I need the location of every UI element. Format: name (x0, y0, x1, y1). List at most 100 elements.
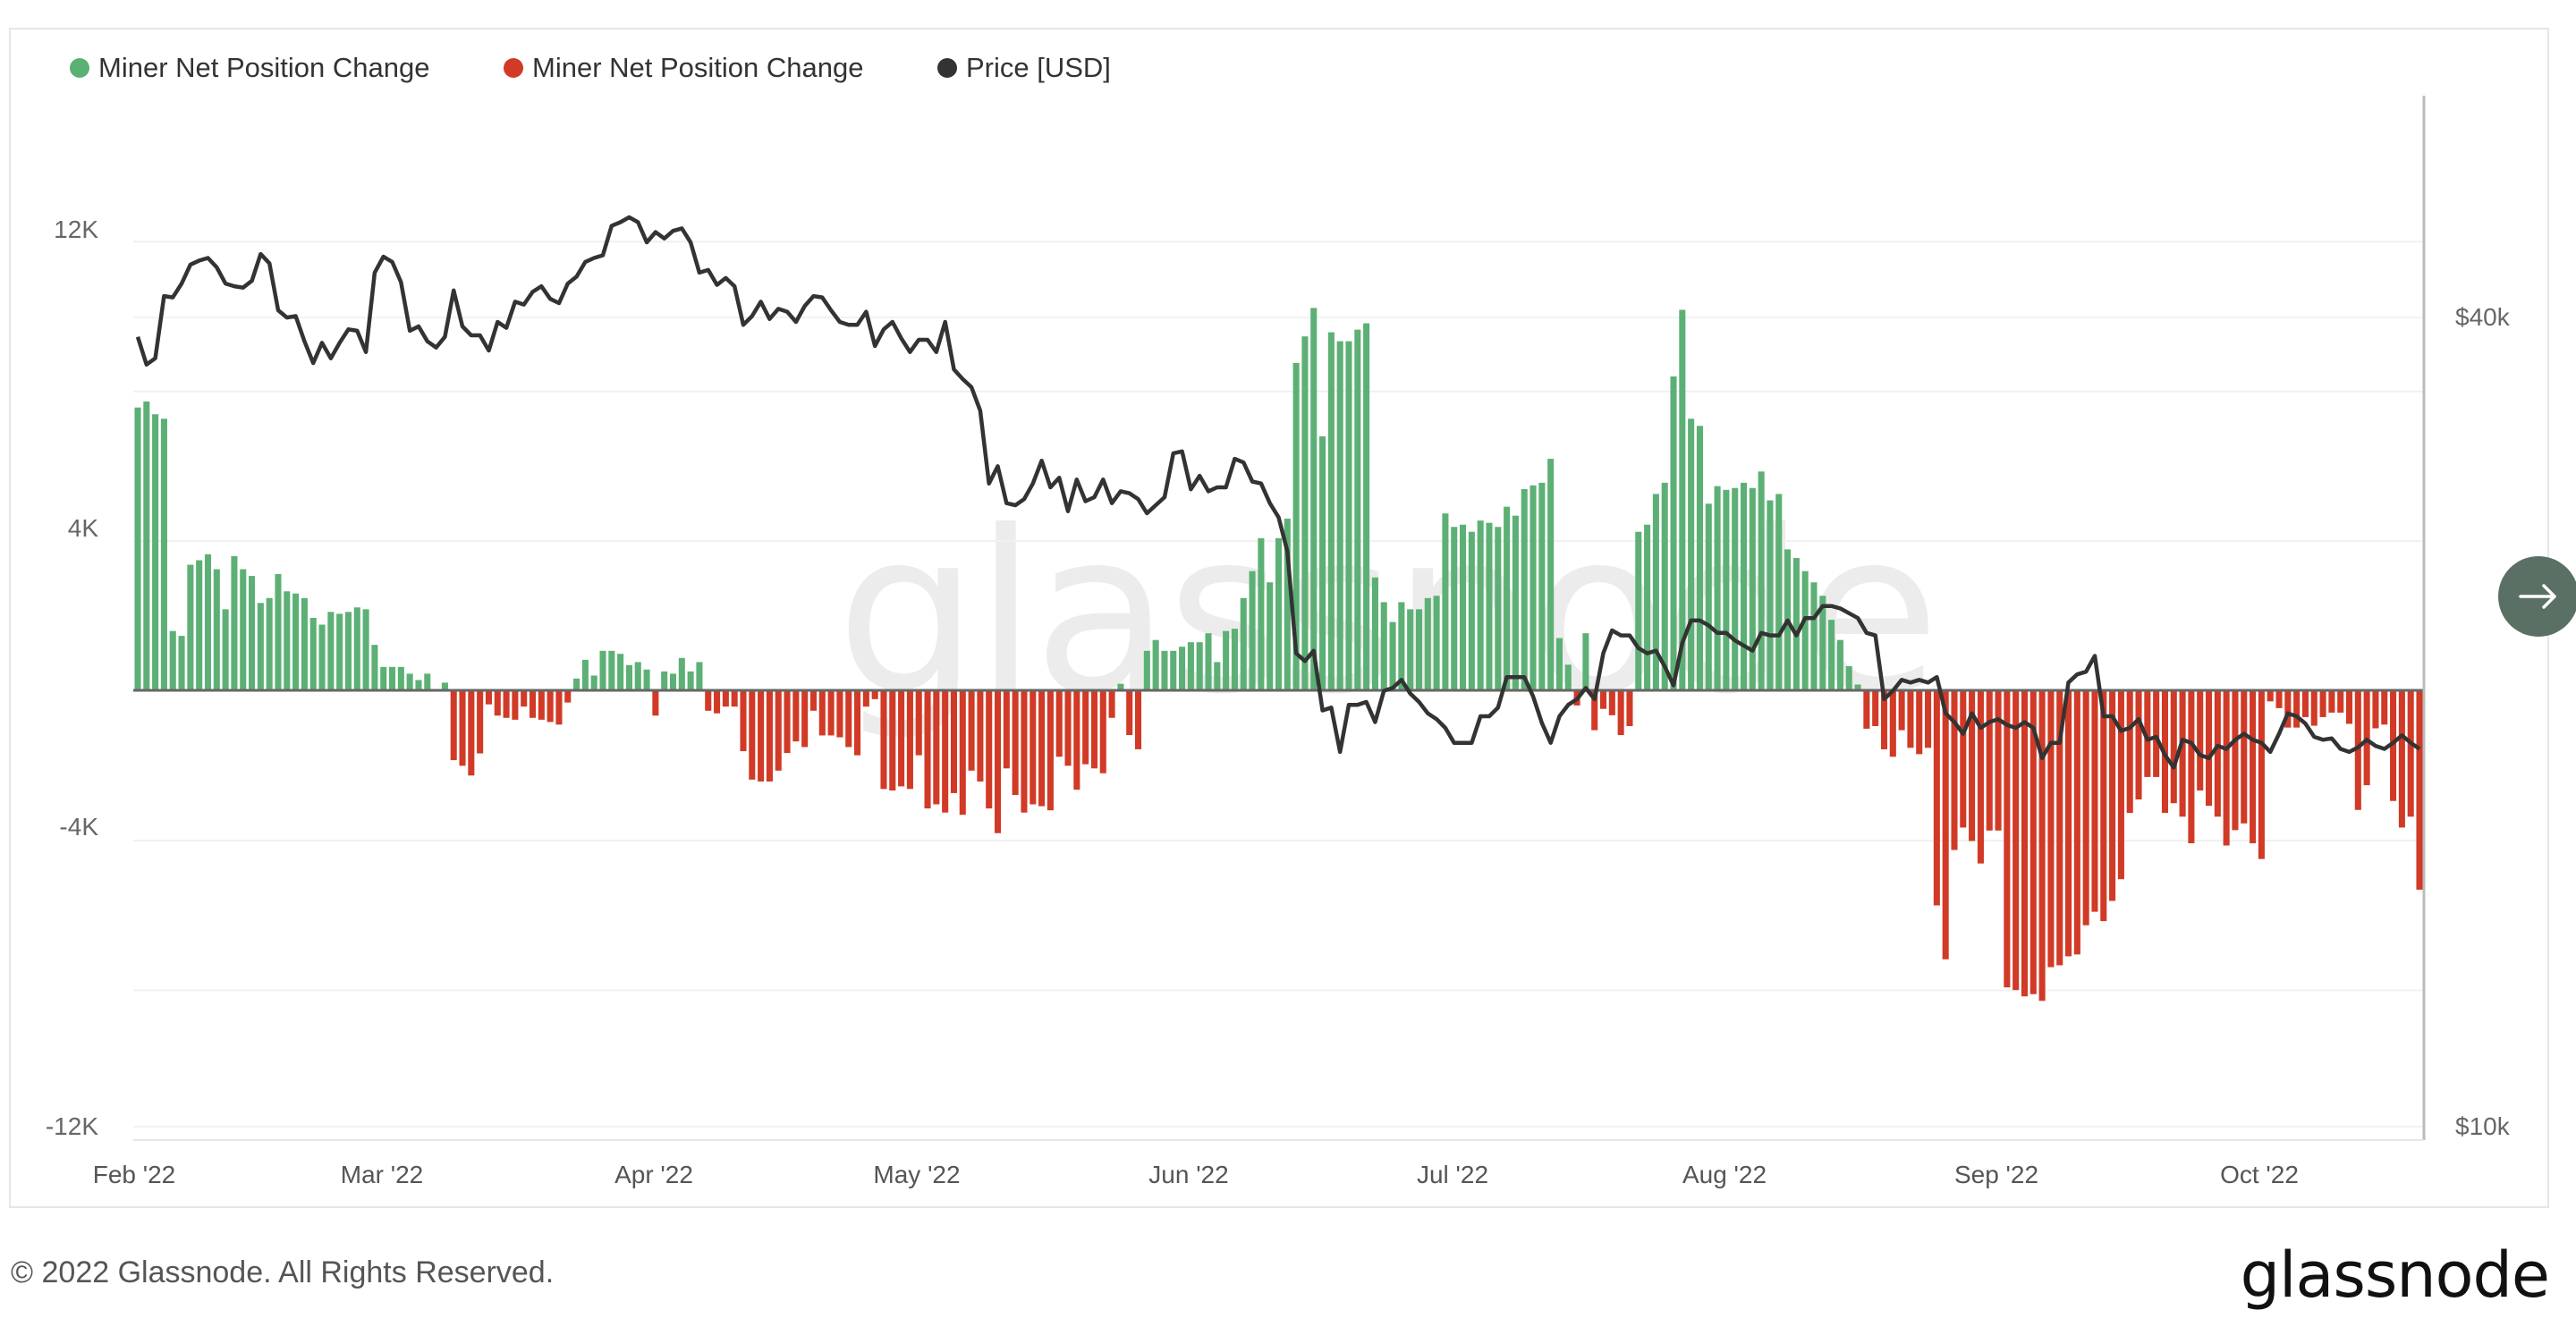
bar-positive[interactable] (160, 418, 167, 691)
bar-positive[interactable] (1521, 488, 1528, 691)
bar-positive[interactable] (1810, 582, 1818, 691)
bar-positive[interactable] (1486, 522, 1493, 691)
bar-negative[interactable] (2012, 690, 2020, 991)
bar-positive[interactable] (231, 555, 238, 691)
bar-positive[interactable] (1336, 341, 1343, 691)
bar-positive[interactable] (1292, 362, 1300, 691)
bar-negative[interactable] (2047, 690, 2055, 968)
bar-positive[interactable] (292, 593, 300, 691)
bar-positive[interactable] (1117, 683, 1124, 691)
bar-positive[interactable] (1363, 323, 1370, 691)
bar-negative[interactable] (880, 690, 887, 790)
bar-positive[interactable] (1714, 486, 1721, 691)
bar-positive[interactable] (1696, 426, 1703, 691)
bar-negative[interactable] (1933, 690, 1940, 906)
bar-positive[interactable] (1679, 309, 1686, 691)
bar-negative[interactable] (2029, 690, 2037, 994)
bar-positive[interactable] (1442, 513, 1449, 691)
bar-negative[interactable] (521, 690, 528, 707)
bar-positive[interactable] (213, 569, 220, 691)
bar-positive[interactable] (1407, 609, 1414, 691)
bar-positive[interactable] (1819, 596, 1826, 691)
bar-negative[interactable] (1889, 690, 1896, 757)
bar-negative[interactable] (977, 690, 984, 782)
bar-positive[interactable] (1644, 524, 1651, 691)
bar-negative[interactable] (862, 690, 869, 707)
bar-positive[interactable] (1389, 621, 1396, 691)
bar-positive[interactable] (1371, 577, 1378, 691)
bar-positive[interactable] (1240, 597, 1247, 691)
bar-positive[interactable] (1740, 482, 1748, 691)
bar-positive[interactable] (1231, 629, 1238, 691)
bar-positive[interactable] (661, 671, 668, 691)
bar-negative[interactable] (784, 690, 791, 754)
bar-positive[interactable] (1143, 650, 1150, 691)
bar-negative[interactable] (959, 690, 966, 816)
bar-negative[interactable] (1608, 690, 1615, 715)
bar-negative[interactable] (1126, 690, 1133, 736)
bar-negative[interactable] (2241, 690, 2248, 824)
bar-positive[interactable] (1214, 662, 1221, 691)
bar-negative[interactable] (1969, 690, 1976, 841)
bar-positive[interactable] (1845, 666, 1852, 691)
bar-negative[interactable] (494, 690, 501, 716)
bar-negative[interactable] (986, 690, 993, 809)
bar-positive[interactable] (1767, 500, 1774, 691)
bar-negative[interactable] (1046, 690, 1054, 811)
bar-negative[interactable] (2250, 690, 2257, 844)
bar-negative[interactable] (2214, 690, 2221, 817)
bar-positive[interactable] (1538, 482, 1546, 691)
bar-positive[interactable] (687, 671, 694, 691)
bar-negative[interactable] (1925, 690, 1932, 748)
bar-negative[interactable] (906, 690, 913, 790)
bar-positive[interactable] (1327, 332, 1335, 691)
bar-negative[interactable] (2126, 690, 2133, 814)
bar-negative[interactable] (2328, 690, 2335, 713)
bar-positive[interactable] (1564, 664, 1572, 691)
bar-negative[interactable] (1898, 690, 1905, 731)
bar-negative[interactable] (2073, 690, 2080, 955)
bar-positive[interactable] (1652, 494, 1659, 691)
bar-negative[interactable] (450, 690, 457, 761)
bar-positive[interactable] (1530, 485, 1537, 691)
bar-negative[interactable] (485, 690, 492, 705)
bar-positive[interactable] (1635, 531, 1642, 691)
bar-positive[interactable] (1275, 537, 1283, 691)
bar-positive[interactable] (1661, 482, 1668, 691)
bar-negative[interactable] (555, 690, 563, 725)
bar-positive[interactable] (617, 654, 624, 691)
bar-positive[interactable] (336, 613, 343, 691)
bar-positive[interactable] (152, 414, 159, 691)
bar-positive[interactable] (266, 597, 273, 691)
bar-negative[interactable] (766, 690, 773, 782)
bar-negative[interactable] (2100, 690, 2107, 922)
bar-negative[interactable] (2144, 690, 2151, 777)
bar-positive[interactable] (608, 650, 615, 691)
bar-positive[interactable] (1555, 638, 1563, 691)
bar-positive[interactable] (1301, 336, 1309, 691)
bar-positive[interactable] (134, 407, 141, 691)
bar-positive[interactable] (1398, 602, 1405, 691)
bar-positive[interactable] (643, 669, 650, 691)
bar-positive[interactable] (1205, 633, 1212, 691)
bar-positive[interactable] (1179, 647, 1186, 691)
bar-negative[interactable] (2153, 690, 2160, 777)
bar-negative[interactable] (1073, 690, 1080, 790)
bar-positive[interactable] (1433, 596, 1440, 691)
bar-negative[interactable] (871, 690, 878, 699)
bar-positive[interactable] (380, 666, 387, 691)
bar-positive[interactable] (1723, 489, 1730, 691)
bar-negative[interactable] (652, 690, 659, 716)
bar-positive[interactable] (1495, 527, 1502, 691)
bar-negative[interactable] (538, 690, 545, 720)
bar-negative[interactable] (2223, 690, 2230, 846)
bar-negative[interactable] (2082, 690, 2089, 926)
bar-negative[interactable] (1872, 690, 1879, 726)
bar-negative[interactable] (1021, 690, 1028, 813)
bar-positive[interactable] (187, 564, 194, 691)
bar-positive[interactable] (678, 657, 685, 691)
bar-positive[interactable] (1854, 684, 1861, 691)
bar-negative[interactable] (1916, 690, 1923, 755)
bar-negative[interactable] (950, 690, 958, 793)
bar-positive[interactable] (1267, 582, 1274, 691)
